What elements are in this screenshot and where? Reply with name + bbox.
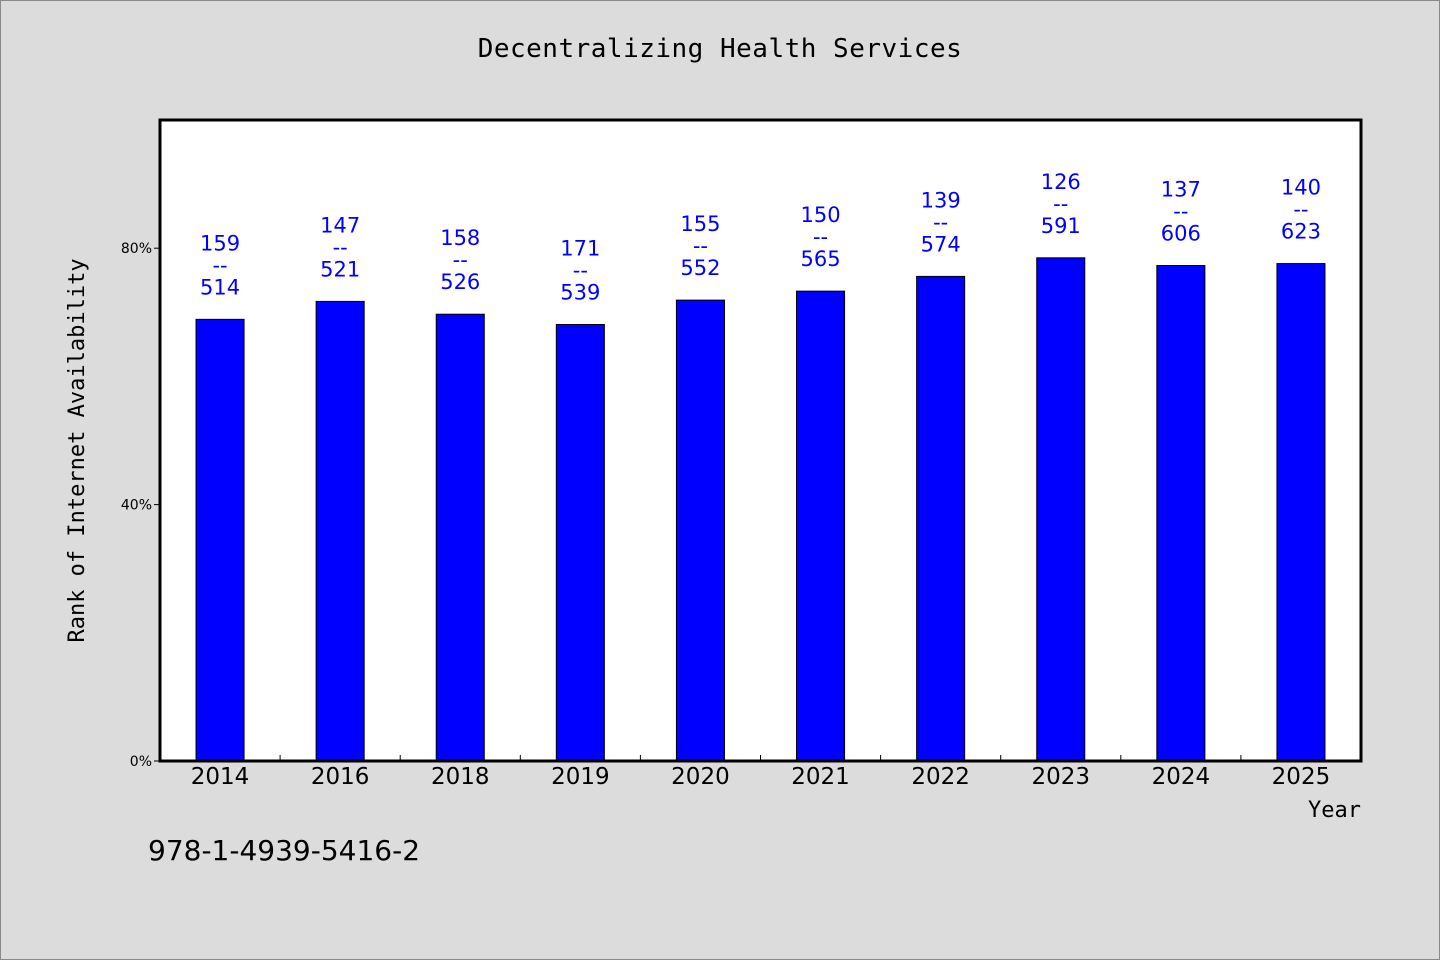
data-label-2016-bottom: 521	[320, 257, 360, 281]
x-tick-label-2022: 2022	[911, 764, 970, 790]
data-label-separator: --	[453, 248, 468, 272]
bar-2023	[1036, 257, 1086, 762]
data-label-2021-top: 150	[801, 203, 841, 227]
bar-2022	[916, 275, 966, 762]
data-label-2023-bottom: 591	[1041, 214, 1081, 238]
data-label-2025-top: 140	[1281, 176, 1321, 200]
x-tick-label-2019: 2019	[551, 764, 610, 790]
data-label-2021-bottom: 565	[801, 247, 841, 271]
data-label-2022-bottom: 574	[921, 232, 961, 256]
data-label-separator: --	[1053, 192, 1068, 216]
chart-title: Decentralizing Health Services	[477, 34, 963, 64]
data-label-2024-top: 137	[1161, 178, 1201, 202]
plot-border	[158, 118, 1363, 763]
x-tick-label-2023: 2023	[1031, 764, 1090, 790]
data-label-separator: --	[333, 235, 348, 259]
x-tick-label-2018: 2018	[431, 764, 490, 790]
data-label-2019-bottom: 539	[560, 280, 600, 304]
x-tick-label-2025: 2025	[1272, 764, 1331, 790]
data-label-separator: --	[212, 253, 227, 277]
y-tick-label: 80%	[121, 241, 152, 257]
y-tick-label: 40%	[121, 498, 152, 514]
data-label-separator: --	[573, 258, 588, 282]
x-tick-label-2016: 2016	[311, 764, 370, 790]
isbn-label: 978-1-4939-5416-2	[148, 834, 421, 867]
data-label-2020-bottom: 552	[680, 256, 720, 280]
data-label-separator: --	[813, 225, 828, 249]
data-label-2018-bottom: 526	[440, 270, 480, 294]
data-label-2014-bottom: 514	[200, 275, 240, 299]
bar-2016	[315, 300, 365, 762]
data-label-2023-top: 126	[1041, 170, 1081, 194]
bar-2021	[796, 290, 846, 762]
bar-2014	[195, 318, 245, 762]
data-label-2014-top: 159	[200, 231, 240, 255]
data-label-separator: --	[693, 234, 708, 258]
bar-2019	[555, 323, 605, 762]
data-label-2016-top: 147	[320, 213, 360, 237]
bar-2024	[1156, 265, 1206, 762]
bar-2018	[435, 313, 485, 762]
data-label-2025-bottom: 623	[1281, 220, 1321, 244]
bar-2020	[675, 299, 725, 762]
x-tick-label-2021: 2021	[791, 764, 850, 790]
data-label-2018-top: 158	[440, 226, 480, 250]
data-label-separator: --	[1293, 198, 1308, 222]
y-tick-label: 0%	[130, 754, 152, 770]
x-tick-label-2024: 2024	[1152, 764, 1211, 790]
bar-2025	[1276, 263, 1326, 762]
x-axis-title: Year	[1308, 798, 1361, 823]
y-axis-title: Rank of Internet Availability	[65, 258, 90, 642]
data-label-separator: --	[1173, 200, 1188, 224]
x-tick-label-2020: 2020	[671, 764, 730, 790]
data-label-separator: --	[933, 210, 948, 234]
data-label-2022-top: 139	[921, 188, 961, 212]
x-tick-label-2014: 2014	[191, 764, 250, 790]
data-label-2019-top: 171	[560, 236, 600, 260]
data-label-2024-bottom: 606	[1161, 222, 1201, 246]
data-label-2020-top: 155	[680, 212, 720, 236]
